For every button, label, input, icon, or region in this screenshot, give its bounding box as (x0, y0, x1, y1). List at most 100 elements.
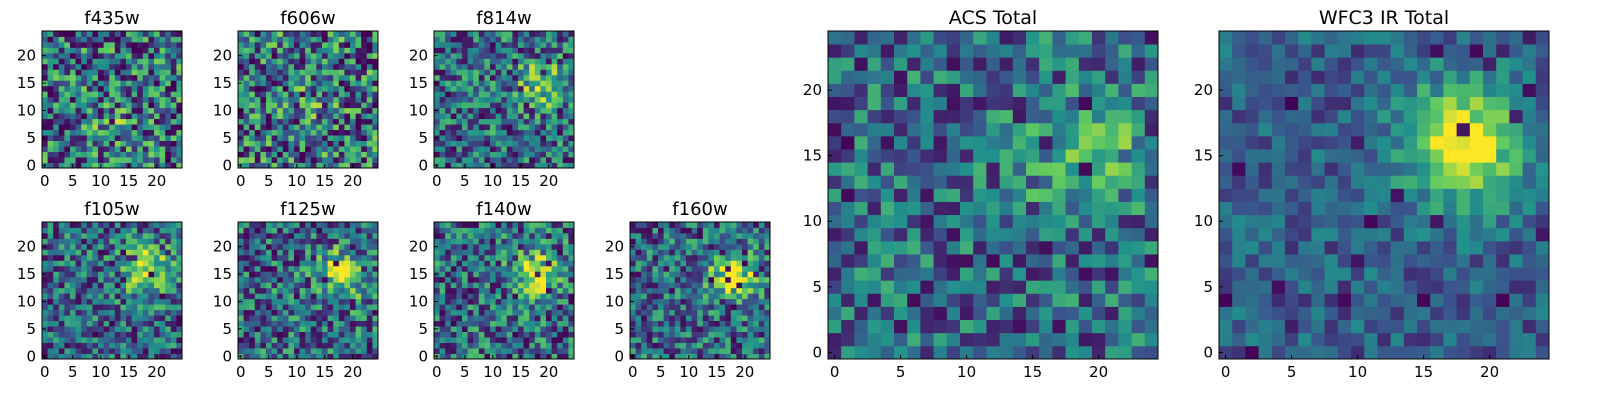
heatmap-cell (894, 240, 908, 255)
heatmap-cell (126, 271, 132, 278)
heatmap-cell (86, 47, 93, 54)
heatmap-cell (1078, 162, 1093, 176)
heatmap-cell (98, 320, 104, 327)
heatmap-cell (81, 298, 88, 305)
heatmap-cell (529, 342, 536, 349)
heatmap-cell (635, 298, 642, 305)
heatmap-cell (1026, 175, 1040, 189)
heatmap-cell (439, 254, 446, 261)
heatmap-cell (372, 162, 379, 169)
heatmap-cell (176, 342, 183, 349)
heatmap-cell (512, 96, 519, 103)
heatmap-cell (154, 309, 160, 316)
heatmap-cell (518, 304, 524, 311)
heatmap-cell (333, 293, 340, 300)
heatmap-cell (159, 96, 166, 103)
heatmap-cell (176, 271, 183, 278)
heatmap-cell (81, 353, 88, 360)
heatmap-cell (708, 353, 715, 360)
heatmap-cell (103, 222, 110, 228)
heatmap-cell (75, 74, 82, 81)
heatmap-cell (467, 271, 474, 278)
heatmap-cell (1078, 201, 1093, 216)
heatmap-cell (512, 31, 519, 37)
heatmap-cell (305, 91, 312, 98)
heatmap-cell (131, 315, 138, 322)
heatmap-cell (467, 348, 474, 354)
heatmap-cell (131, 320, 138, 327)
heatmap-cell (641, 348, 648, 354)
heatmap-cell (260, 74, 267, 81)
heatmap-cell (1012, 332, 1027, 347)
heatmap-cell (243, 162, 250, 169)
heatmap-cell (946, 201, 961, 216)
x-tick-label: 15 (511, 172, 530, 190)
heatmap-cell (238, 320, 244, 327)
heatmap-cell (305, 41, 312, 48)
heatmap-cell (439, 342, 446, 349)
heatmap-cell (238, 287, 244, 294)
heatmap-cell (540, 222, 547, 228)
heatmap-cell (282, 227, 289, 234)
heatmap-cell (445, 342, 452, 349)
heatmap-cell (439, 107, 446, 114)
heatmap-cell (501, 304, 508, 311)
heatmap-cell (154, 140, 160, 147)
heatmap-cell (719, 287, 726, 294)
heatmap-cell (176, 162, 183, 169)
heatmap-cell (1092, 332, 1106, 347)
heatmap-cell (47, 271, 54, 278)
heatmap-cell (350, 320, 356, 327)
heatmap-cell (58, 353, 65, 360)
heatmap-cell (635, 282, 642, 289)
heatmap-cell (562, 162, 569, 169)
heatmap-cell (366, 326, 373, 332)
heatmap-cell (58, 31, 65, 37)
heatmap-cell (154, 282, 160, 289)
heatmap-cell (114, 353, 121, 360)
heatmap-cell (478, 254, 485, 261)
heatmap-cell (568, 129, 575, 136)
heatmap-cell (501, 326, 508, 332)
heatmap-cell (98, 118, 104, 125)
heatmap-cell (86, 243, 93, 250)
heatmap-cell (322, 342, 328, 349)
heatmap-cell (137, 320, 144, 327)
heatmap-cell (456, 249, 463, 256)
heatmap-cell (490, 36, 496, 43)
heatmap-cell (462, 243, 468, 250)
heatmap-cell (249, 227, 256, 234)
heatmap-cell (294, 74, 300, 81)
heatmap-cell (81, 96, 88, 103)
heatmap-cell (322, 254, 328, 261)
heatmap-cell (523, 320, 530, 327)
heatmap-cell (747, 222, 754, 228)
heatmap-cell (75, 293, 82, 300)
heatmap-cell (518, 320, 524, 327)
heatmap-cell (478, 320, 485, 327)
heatmap-cell (450, 309, 457, 316)
heatmap-cell (159, 271, 166, 278)
heatmap-cell (473, 31, 480, 37)
heatmap-cell (1065, 122, 1080, 137)
heatmap-cell (165, 52, 172, 59)
heatmap-cell (534, 85, 541, 92)
heatmap-cell (546, 102, 552, 109)
heatmap-cell (70, 315, 76, 322)
heatmap-cell (635, 271, 642, 278)
heatmap-cell (277, 107, 284, 114)
heatmap-cell (473, 222, 480, 228)
heatmap-cell (327, 326, 334, 332)
heatmap-cell (260, 342, 267, 349)
heatmap-cell (691, 320, 698, 327)
heatmap-cell (137, 243, 144, 250)
heatmap-cell (277, 315, 284, 322)
heatmap-cell (333, 135, 340, 141)
heatmap-cell (53, 107, 60, 114)
heatmap-cell (148, 146, 155, 152)
heatmap-cell (854, 175, 868, 189)
heatmap-cell (512, 238, 519, 245)
heatmap-cell (64, 293, 71, 300)
heatmap-cell (277, 36, 284, 43)
heatmap-cell (282, 80, 289, 87)
